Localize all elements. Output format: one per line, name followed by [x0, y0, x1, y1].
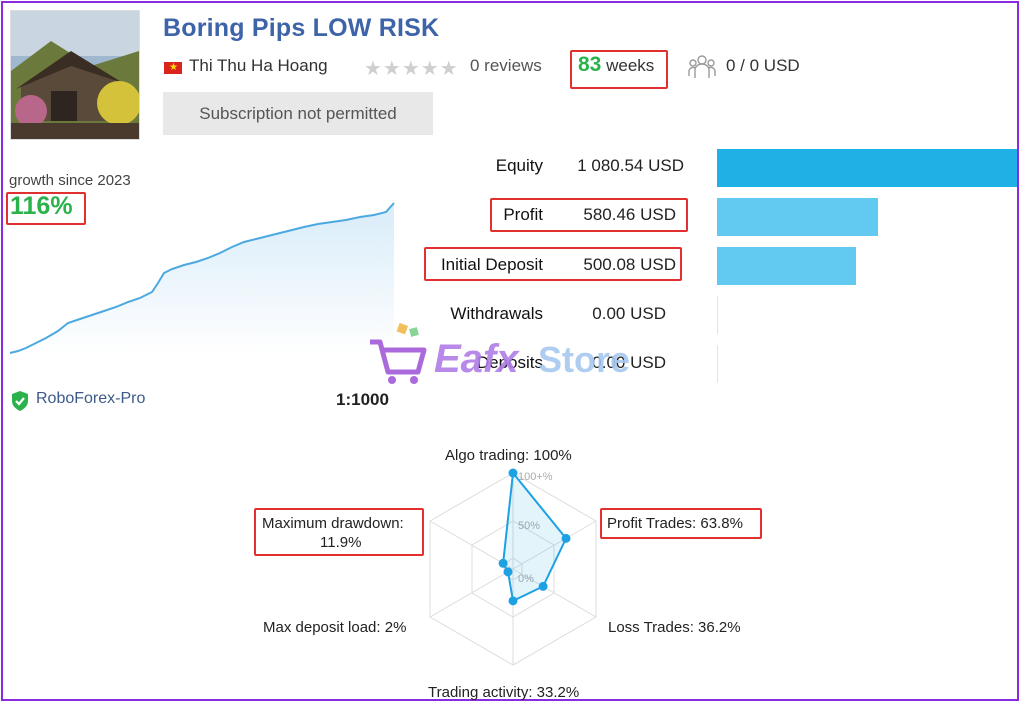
weeks-label: weeks: [606, 56, 655, 75]
broker-name[interactable]: RoboForex-Pro: [36, 390, 146, 407]
author-name[interactable]: Thi Thu Ha Hoang: [189, 56, 328, 75]
growth-area: [10, 203, 394, 355]
radar-point-algo: [508, 468, 518, 478]
radar-point-deposit-load: [503, 567, 513, 577]
radar-polygon: [502, 470, 568, 603]
stat-bar-withdrawals[interactable]: [717, 296, 718, 334]
stat-value-withdrawals: 0.00 USD: [592, 304, 666, 323]
stat-value-initial-deposit: 500.08 USD: [583, 255, 676, 274]
subscribers-value: 0 / 0 USD: [726, 56, 800, 75]
drawdown-highlight: [254, 508, 424, 556]
weeks-highlight: [570, 50, 668, 89]
stat-label-equity: Equity: [495, 156, 543, 175]
growth-line: [9, 202, 395, 354]
stat-bar-deposits[interactable]: [717, 345, 718, 383]
stat-label-profit: Profit: [503, 205, 543, 224]
radar-label-activity: Trading activity: 33.2%: [428, 684, 580, 701]
subscribe-button[interactable]: Subscription not permitted: [163, 92, 433, 135]
weeks-badge: 83 weeks: [578, 53, 654, 77]
radar-label-drawdown-value: 11.9%: [320, 534, 362, 551]
radar-point-activity: [508, 596, 518, 606]
radar-point-drawdown: [498, 558, 508, 568]
stat-value-profit: 580.46 USD: [583, 205, 676, 224]
stat-bar-equity[interactable]: [717, 149, 1017, 187]
reviews-count[interactable]: 0 reviews: [470, 56, 542, 75]
leverage-value: 1:1000: [336, 390, 389, 409]
radar-scale-top: 100+%: [518, 471, 553, 483]
shopping-cart-icon: [370, 322, 427, 384]
stat-label-deposits: Deposits: [476, 353, 543, 372]
radar-label-algo: Algo trading: 100%: [445, 447, 572, 464]
verified-shield-icon: [12, 391, 28, 411]
radar-label-deposit-load: Max deposit load: 2%: [263, 619, 407, 636]
growth-value: 116%: [10, 192, 73, 220]
radar-scale-zero: 0%: [518, 573, 534, 585]
vietnam-flag-icon: ★: [164, 62, 182, 74]
radar-chart[interactable]: 100+% 50% 0%: [410, 458, 620, 688]
page-title[interactable]: Boring Pips LOW RISK: [163, 14, 440, 42]
weeks-number: 83: [578, 53, 602, 76]
eafx-store-watermark: Eafx Store: [370, 322, 630, 384]
rating-stars-icon: ★★★★★: [364, 58, 459, 80]
radar-label-loss-trades: Loss Trades: 36.2%: [608, 619, 741, 636]
stat-bar-profit[interactable]: [717, 198, 878, 236]
growth-chart[interactable]: [8, 195, 398, 360]
subscribers-icon: [688, 55, 716, 78]
radar-label-drawdown: Maximum drawdown:: [262, 515, 404, 532]
stat-bar-initial-deposit[interactable]: [717, 247, 856, 285]
stat-label-initial-deposit: Initial Deposit: [440, 255, 543, 274]
profit-highlight: [490, 198, 688, 232]
radar-label-profit-trades: Profit Trades: 63.8%: [607, 515, 743, 532]
radar-point-loss-trades: [538, 581, 548, 591]
stat-value-equity: 1 080.54 USD: [577, 156, 684, 175]
stat-label-withdrawals: Withdrawals: [450, 304, 543, 323]
stat-value-deposits: 0.00 USD: [592, 353, 666, 372]
growth-label: growth since 2023: [9, 172, 131, 189]
radar-grid: [429, 472, 597, 666]
watermark-brand2: Store: [538, 339, 630, 380]
avatar[interactable]: [10, 10, 140, 140]
radar-scale-mid: 50%: [518, 520, 540, 532]
radar-point-profit-trades: [561, 533, 571, 543]
profit-trades-highlight: [600, 508, 762, 539]
initial-deposit-highlight: [424, 247, 682, 281]
watermark-brand1: Eafx: [434, 337, 520, 381]
avatar-image: [11, 11, 139, 139]
growth-highlight: [6, 192, 86, 225]
